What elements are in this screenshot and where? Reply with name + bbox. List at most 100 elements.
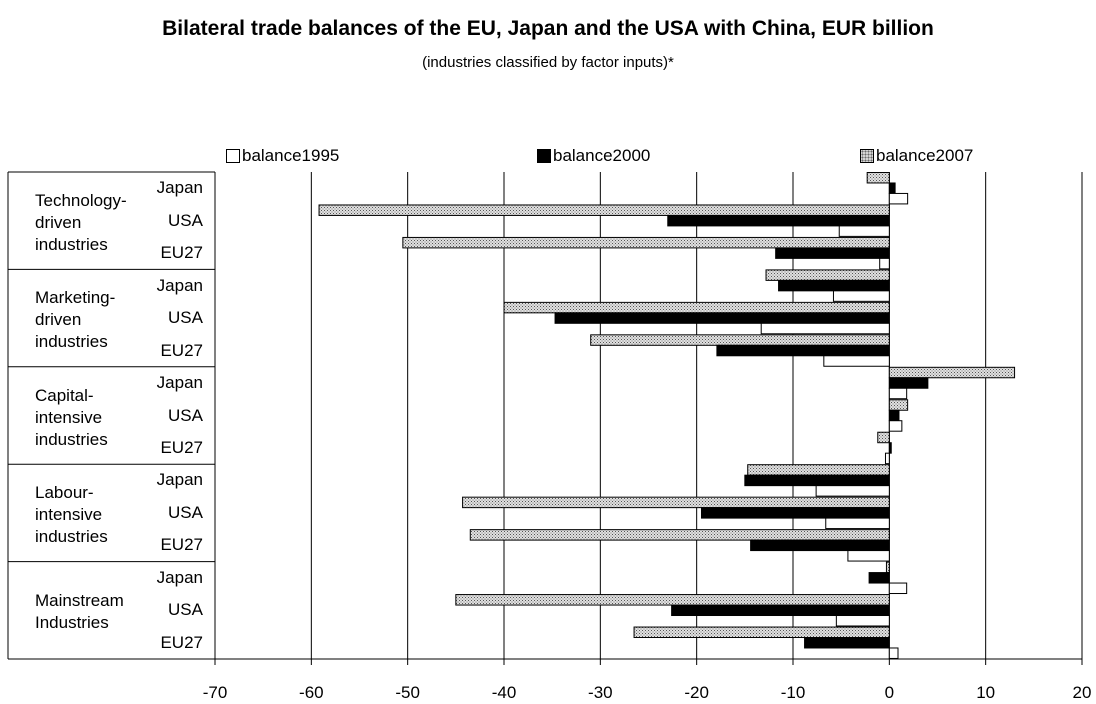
- category-group-label: Labour-intensive industries: [35, 482, 108, 548]
- category-group-label-line: Industries: [35, 613, 109, 633]
- country-label: Japan: [156, 373, 203, 393]
- country-label: Japan: [156, 178, 203, 198]
- bar-balance2000: [744, 474, 890, 487]
- bar-balance2007: [318, 204, 890, 216]
- category-group-label-line: industries: [35, 234, 108, 254]
- country-label: EU27: [160, 340, 203, 360]
- bar-balance2007: [503, 301, 890, 314]
- bar-balance2007: [590, 334, 890, 346]
- bar-balance1995: [884, 452, 890, 465]
- bar-balance2007: [747, 464, 890, 476]
- legend-item-balance2000: balance2000: [537, 146, 650, 166]
- category-group-label-line: Mainstream: [35, 591, 124, 611]
- bar-balance1995: [838, 225, 890, 237]
- x-tick-label: -10: [780, 683, 806, 702]
- category-group-label-line: Capital-: [35, 385, 94, 405]
- bar-balance1995: [832, 290, 890, 302]
- bar-balance2007: [469, 529, 890, 541]
- bar-balance2007: [402, 236, 890, 249]
- bar-balance1995: [888, 192, 909, 205]
- chart-subtitle: (industries classified by factor inputs)…: [422, 54, 674, 71]
- country-label: Japan: [156, 567, 203, 587]
- category-group-label-line: industries: [35, 332, 108, 352]
- x-tick-label: -60: [299, 683, 324, 702]
- category-group-label-line: Marketing-: [35, 288, 116, 308]
- x-tick-label: -30: [588, 683, 613, 702]
- bar-balance2007: [455, 594, 890, 606]
- bar-balance2007: [866, 172, 890, 184]
- legend-item-balance2007: balance2007: [860, 146, 973, 166]
- bar-balance1995: [815, 485, 890, 497]
- bar-balance2007: [888, 366, 1016, 379]
- country-label: USA: [168, 210, 203, 230]
- country-label: USA: [168, 405, 203, 425]
- bar-balance2007: [888, 399, 909, 411]
- category-group-label: Technology-driven industries: [35, 190, 127, 256]
- x-tick-label: -40: [491, 683, 517, 702]
- category-group-label: Marketing-driven industries: [35, 287, 115, 353]
- legend-label: balance1995: [242, 146, 340, 165]
- bar-balance1995: [888, 582, 908, 595]
- category-group-label-line: driven: [35, 212, 82, 232]
- bar-balance2000: [667, 214, 890, 227]
- category-group-label-line: industries: [35, 526, 108, 546]
- bar-balance2000: [775, 247, 890, 259]
- bar-balance2000: [716, 344, 890, 357]
- country-label: USA: [168, 600, 203, 620]
- bar-balance2007: [765, 269, 890, 281]
- bar-balance2000: [671, 604, 890, 617]
- category-group-label-line: intensive: [35, 407, 103, 427]
- bar-balance2000: [888, 182, 896, 194]
- bar-balance2000: [804, 637, 890, 649]
- legend-item-balance1995: balance1995: [226, 146, 339, 166]
- category-group-label-line: driven: [35, 310, 82, 330]
- country-label: EU27: [160, 243, 203, 263]
- country-label: Japan: [156, 470, 203, 490]
- country-label: EU27: [160, 437, 203, 457]
- legend-swatch-black: [537, 149, 551, 163]
- bar-balance1995: [888, 647, 899, 659]
- bar-balance2000: [868, 572, 890, 584]
- category-group-label-line: Technology-: [35, 190, 127, 210]
- bar-balance1995: [823, 355, 890, 367]
- bar-balance2000: [554, 312, 890, 324]
- bar-balance2000: [888, 377, 929, 389]
- category-group-label-line: Labour-: [35, 482, 94, 502]
- legend-swatch-dotted: [860, 149, 874, 163]
- x-tick-label: -50: [395, 683, 420, 702]
- x-tick-label: 0: [884, 683, 895, 702]
- x-tick-label: 20: [1072, 683, 1092, 702]
- bar-balance1995: [888, 420, 903, 432]
- bar-balance2007: [885, 561, 890, 574]
- bar-balance1995: [760, 322, 890, 335]
- bar-balance1995: [847, 550, 890, 562]
- bar-balance1995: [888, 387, 908, 400]
- bar-balance2007: [633, 626, 890, 639]
- country-label: EU27: [160, 632, 203, 652]
- category-group-label-line: industries: [35, 429, 108, 449]
- category-group-label: Mainstream Industries: [35, 590, 124, 634]
- x-tick-label: -20: [684, 683, 709, 702]
- bar-balance2000: [888, 442, 892, 454]
- category-group-label: Capital-intensive industries: [35, 385, 108, 451]
- x-tick-label: -70: [202, 683, 228, 702]
- bar-balance2000: [750, 539, 890, 552]
- bar-balance2000: [778, 279, 890, 292]
- bar-balance1995: [879, 257, 890, 270]
- country-label: USA: [168, 502, 203, 522]
- category-group-label-line: intensive: [35, 504, 103, 524]
- country-label: Japan: [156, 275, 203, 295]
- bar-balance1995: [825, 517, 890, 530]
- bar-balance1995: [835, 615, 890, 627]
- bar-balance2007: [462, 496, 890, 509]
- bar-balance2000: [888, 409, 900, 422]
- bar-balance2000: [700, 507, 890, 519]
- chart-title: Bilateral trade balances of the EU, Japa…: [162, 17, 934, 40]
- legend-label: balance2007: [876, 146, 974, 165]
- country-label: USA: [168, 308, 203, 328]
- bar-balance2007: [877, 431, 890, 444]
- x-tick-label: 10: [976, 683, 996, 702]
- country-label: EU27: [160, 535, 203, 555]
- legend-label: balance2000: [553, 146, 651, 165]
